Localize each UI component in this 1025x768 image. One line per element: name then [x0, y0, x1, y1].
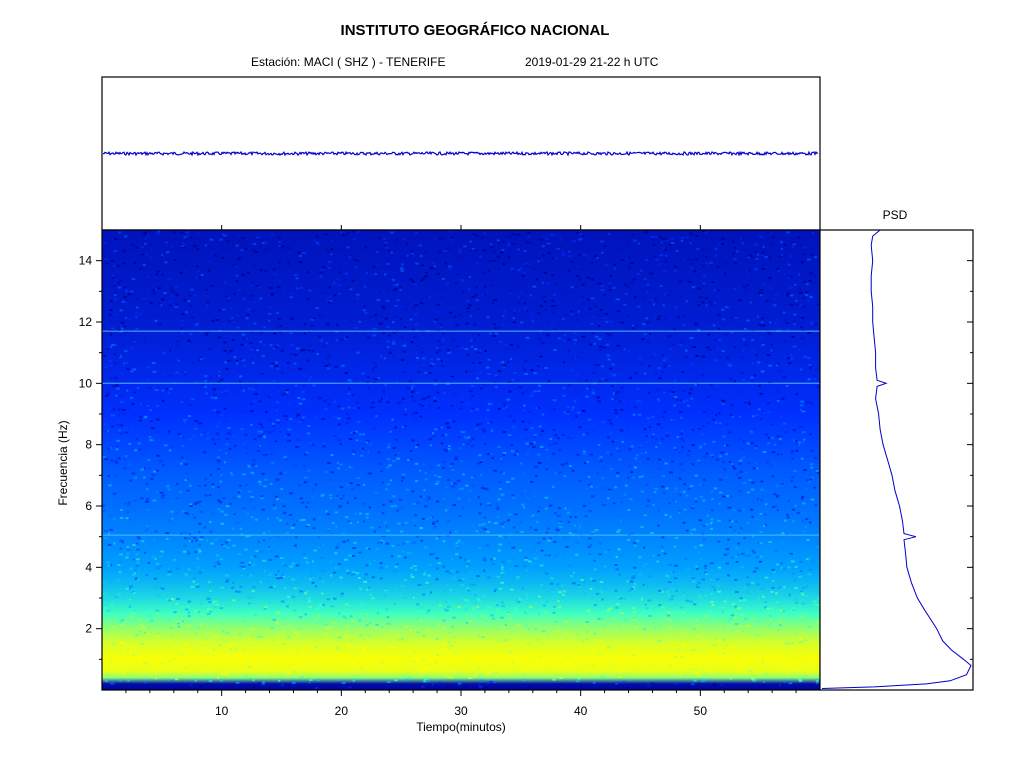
x-tick-label: 30	[454, 704, 468, 718]
y-tick-label: 8	[85, 438, 92, 452]
psd-frame	[819, 229, 974, 691]
x-tick-label: 20	[335, 704, 349, 718]
y-tick-label: 4	[85, 560, 92, 574]
psd-title: PSD	[882, 208, 908, 222]
y-tick-label: 14	[79, 254, 93, 268]
x-tick-label: 40	[574, 704, 588, 718]
spectrogram-image	[102, 230, 820, 690]
psd-panel	[819, 229, 974, 691]
datetime-label: 2019-01-29 21-22 h UTC	[525, 55, 659, 69]
psd-curve	[821, 229, 972, 689]
station-label: Estación: MACI ( SHZ ) - TENERIFE	[251, 55, 446, 69]
y-tick-label: 10	[79, 376, 93, 390]
x-axis-label: Tiempo(minutos)	[416, 720, 506, 734]
seismogram-trace	[102, 150, 819, 157]
y-tick-label: 6	[85, 499, 92, 513]
y-tick-label: 2	[85, 622, 92, 636]
x-tick-label: 10	[215, 704, 229, 718]
chart-title: INSTITUTO GEOGRÁFICO NACIONAL	[340, 22, 610, 39]
seismogram-panel	[101, 76, 821, 231]
spectrogram-panel: 10 20 30 40 50 2 4 6 8 10 12 14	[79, 229, 821, 718]
x-tick-label: 50	[694, 704, 708, 718]
spectrogram-noise	[102, 230, 820, 689]
y-tick-label: 12	[79, 315, 93, 329]
